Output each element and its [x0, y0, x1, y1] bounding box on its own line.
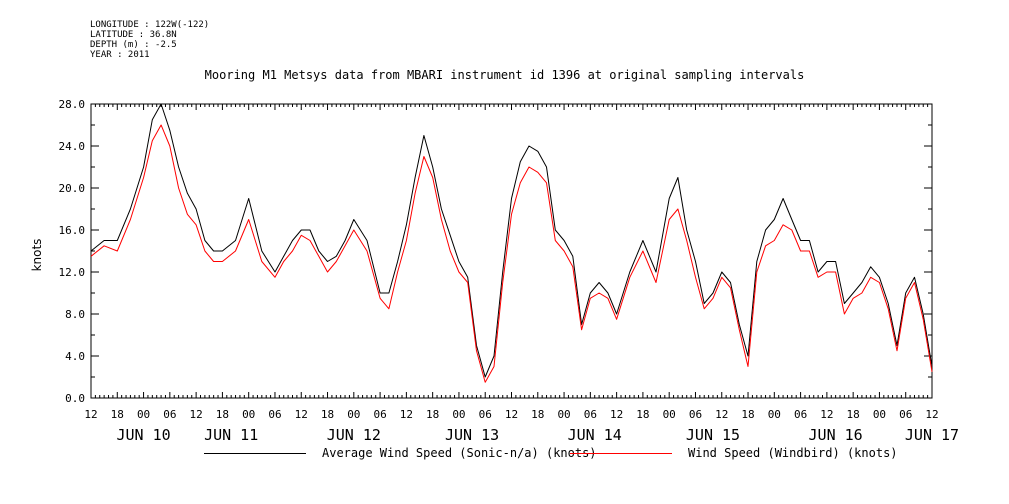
- chart-title: Mooring M1 Metsys data from MBARI instru…: [204, 68, 805, 82]
- x-day-label: JUN 10: [116, 426, 170, 444]
- x-tick-label: 00: [137, 408, 150, 421]
- y-tick-label: 0.0: [65, 392, 85, 405]
- x-tick-label: 06: [584, 408, 597, 421]
- meta-longitude: LONGITUDE : 122W(-122): [90, 20, 210, 30]
- x-tick-labels: 12 18 00 06 12 18 00 06 12 18 00 06 12 18 00 06 12 18 00 06…: [84, 408, 938, 421]
- x-tick-label: 06: [373, 408, 386, 421]
- x-tick-label: 18: [741, 408, 754, 421]
- x-tick-label: 18: [847, 408, 860, 421]
- x-tick-label: 00: [768, 408, 781, 421]
- meta-year: YEAR : 2011: [90, 50, 150, 60]
- axis-ticks: [90, 103, 933, 399]
- x-tick-label: 12: [505, 408, 518, 421]
- x-tick-label: 12: [400, 408, 413, 421]
- x-tick-label: 12: [925, 408, 938, 421]
- x-tick-label: 06: [479, 408, 492, 421]
- x-tick-label: 06: [163, 408, 176, 421]
- meta-latitude: LATITUDE : 36.8N: [90, 30, 177, 40]
- series-line-0: [90, 103, 933, 378]
- x-tick-label: 00: [347, 408, 360, 421]
- x-day-labels: JUN 10 JUN 11 JUN 12 JUN 13 JUN 14 JUN 15 JUN …: [116, 426, 959, 444]
- meta-depth: DEPTH (m) : -2.5: [90, 40, 177, 50]
- x-day-label: JUN 17: [905, 426, 959, 444]
- x-tick-label: 00: [663, 408, 676, 421]
- metadata-block: LONGITUDE : 122W(-122) LATITUDE : 36.8N …: [90, 20, 209, 60]
- y-axis-label: knots: [30, 238, 44, 272]
- x-tick-label: 00: [452, 408, 465, 421]
- y-tick-label: 24.0: [59, 140, 86, 153]
- x-day-label: JUN 13: [445, 426, 499, 444]
- legend-red-swatch: [570, 453, 672, 454]
- x-tick-label: 06: [268, 408, 281, 421]
- x-day-label: JUN 11: [204, 426, 258, 444]
- series-layer: [90, 103, 933, 383]
- x-day-label: JUN 16: [809, 426, 863, 444]
- x-tick-label: 18: [531, 408, 544, 421]
- x-tick-label: 18: [636, 408, 649, 421]
- x-tick-label: 12: [84, 408, 97, 421]
- y-tick-label: 8.0: [65, 308, 85, 321]
- x-tick-label: 18: [426, 408, 439, 421]
- y-tick-labels: 0.0 4.0 8.0 12.0 16.0 20.0 24.0 28.0: [59, 98, 86, 405]
- y-tick-label: 16.0: [59, 224, 86, 237]
- series-line-1: [90, 124, 933, 383]
- y-tick-label: 28.0: [59, 98, 86, 111]
- legend-black-label: Average Wind Speed (Sonic-n/a) (knots): [322, 446, 597, 460]
- legend-black-swatch: [204, 453, 306, 454]
- x-tick-label: 12: [295, 408, 308, 421]
- x-tick-label: 00: [242, 408, 255, 421]
- x-tick-label: 12: [715, 408, 728, 421]
- x-tick-label: 12: [820, 408, 833, 421]
- legend-red-label: Wind Speed (Windbird) (knots): [688, 446, 898, 460]
- x-day-label: JUN 14: [568, 426, 622, 444]
- x-tick-label: 00: [873, 408, 886, 421]
- x-tick-label: 18: [321, 408, 334, 421]
- x-tick-label: 06: [899, 408, 912, 421]
- x-tick-label: 12: [190, 408, 203, 421]
- y-tick-label: 12.0: [59, 266, 86, 279]
- x-tick-label: 00: [557, 408, 570, 421]
- x-day-label: JUN 15: [686, 426, 740, 444]
- x-tick-label: 18: [111, 408, 124, 421]
- y-tick-label: 20.0: [59, 182, 86, 195]
- x-tick-label: 06: [689, 408, 702, 421]
- x-tick-label: 18: [216, 408, 229, 421]
- x-day-label: JUN 12: [327, 426, 381, 444]
- y-tick-label: 4.0: [65, 350, 85, 363]
- x-tick-label: 12: [610, 408, 623, 421]
- x-tick-label: 06: [794, 408, 807, 421]
